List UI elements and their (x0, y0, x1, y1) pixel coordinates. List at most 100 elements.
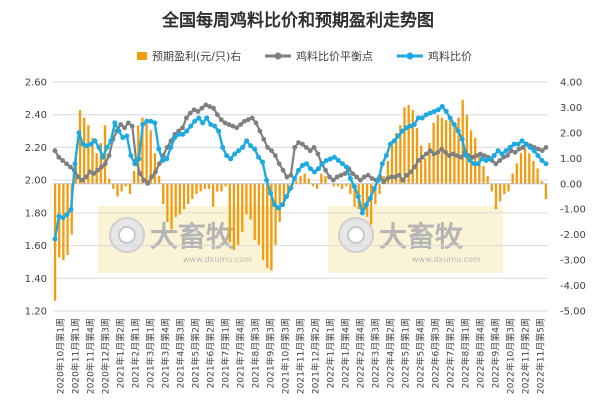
right-tick-label: -5.00 (560, 307, 586, 318)
ratio-point (124, 133, 130, 139)
breakeven-point (311, 145, 317, 150)
breakeven-point (477, 151, 483, 157)
breakeven-point (543, 145, 549, 150)
x-tick-label: 2022年1月第1周 (325, 318, 337, 388)
x-tick-label: 2022年6月第3周 (430, 318, 442, 388)
profit-bar (78, 109, 82, 184)
profit-bar (141, 117, 144, 184)
ratio-point (411, 122, 417, 128)
ratio-point (507, 144, 513, 150)
x-tick-label: 2021年11月第3周 (295, 318, 307, 394)
ratio-point (307, 166, 313, 172)
ratio-point (491, 153, 497, 159)
ratio-point (495, 148, 501, 154)
breakeven-point (443, 149, 448, 155)
ratio-point (475, 161, 481, 167)
profit-bar (91, 137, 94, 184)
ratio-point (487, 156, 493, 162)
watermark-logo-icon (109, 217, 145, 253)
breakeven-point (129, 123, 135, 129)
ratio-point (72, 161, 78, 167)
ratio-point (264, 177, 270, 183)
right-tick-label: -3.00 (560, 256, 586, 267)
ratio-point (447, 115, 453, 121)
left-tick-label: 1.60 (25, 241, 47, 252)
breakeven-point (327, 174, 332, 180)
ratio-point (359, 210, 365, 216)
x-tick-label: 2021年4月第3周 (175, 318, 187, 388)
ratio-point (391, 138, 397, 144)
x-tick-label: 2022年1月第4周 (340, 318, 352, 388)
breakeven-point (493, 161, 499, 167)
ratio-point (519, 138, 525, 144)
ratio-point (88, 141, 94, 147)
profit-bar (523, 148, 527, 184)
profit-bar (228, 183, 231, 243)
profit-bar (428, 143, 431, 184)
breakeven-point (222, 120, 228, 126)
ratio-point (128, 153, 134, 159)
breakeven-point (446, 153, 452, 159)
profit-bar (132, 171, 136, 184)
ratio-point (164, 156, 170, 162)
breakeven-point (218, 117, 224, 123)
profit-bar (320, 173, 323, 184)
ratio-point (272, 202, 278, 208)
x-tick-label: 2020年12月第3周 (100, 318, 112, 394)
ratio-point (76, 130, 82, 136)
profit-bar (120, 183, 123, 192)
x-tick-label: 2022年10月第3周 (505, 318, 517, 394)
profit-bar (149, 130, 152, 184)
profit-bar (112, 183, 115, 189)
breakeven-point (381, 179, 387, 185)
breakeven-point (102, 161, 108, 167)
breakeven-point (330, 177, 336, 183)
ratio-point (311, 169, 317, 175)
ratio-point (451, 122, 457, 128)
left-tick-label: 2.20 (25, 143, 47, 154)
ratio-point (160, 158, 166, 164)
x-tick-label: 2021年8月第3周 (250, 318, 262, 388)
profit-bar (62, 183, 65, 261)
breakeven-point (269, 148, 274, 154)
x-tick-label: 2021年1月第2周 (115, 318, 127, 388)
profit-bar (162, 183, 165, 205)
breakeven-point (156, 161, 162, 167)
profit-bar (145, 122, 148, 184)
x-tick-label: 2021年5月第2周 (190, 318, 202, 388)
profit-bar (224, 183, 227, 187)
profit-bar (282, 183, 286, 205)
profit-bar (203, 183, 206, 189)
ratio-point (339, 161, 345, 167)
ratio-point (343, 164, 349, 170)
x-tick-label: 2021年12月第2周 (310, 318, 322, 394)
watermark-brand: 大畜牧 (150, 220, 235, 253)
breakeven-point (284, 174, 290, 180)
ratio-point (148, 118, 154, 124)
breakeven-point (300, 141, 305, 147)
breakeven-point (516, 146, 522, 152)
profit-bar (266, 183, 269, 268)
legend-swatch-ratio-marker (406, 52, 414, 60)
ratio-point (463, 153, 469, 159)
profit-bar (261, 183, 265, 261)
ratio-point (503, 148, 509, 154)
breakeven-point (203, 102, 209, 108)
breakeven-point (288, 172, 294, 178)
breakeven-point (439, 146, 445, 152)
ratio-point (244, 138, 250, 144)
left-tick-label: 1.20 (25, 307, 47, 318)
watermark-url: www.dxumu.com (183, 255, 252, 264)
ratio-point (240, 144, 246, 150)
profit-bar (465, 115, 469, 184)
ratio-point (92, 138, 98, 144)
ratio-point (355, 194, 361, 199)
ratio-point (192, 118, 198, 124)
breakeven-point (365, 172, 371, 178)
x-tick-label: 2022年11月第5周 (535, 318, 547, 394)
profit-bar (178, 183, 182, 215)
breakeven-point (512, 149, 518, 155)
x-tick-label: 2022年8月第4周 (475, 318, 487, 388)
legend-item-ratio: 鸡料比价 (397, 49, 472, 63)
